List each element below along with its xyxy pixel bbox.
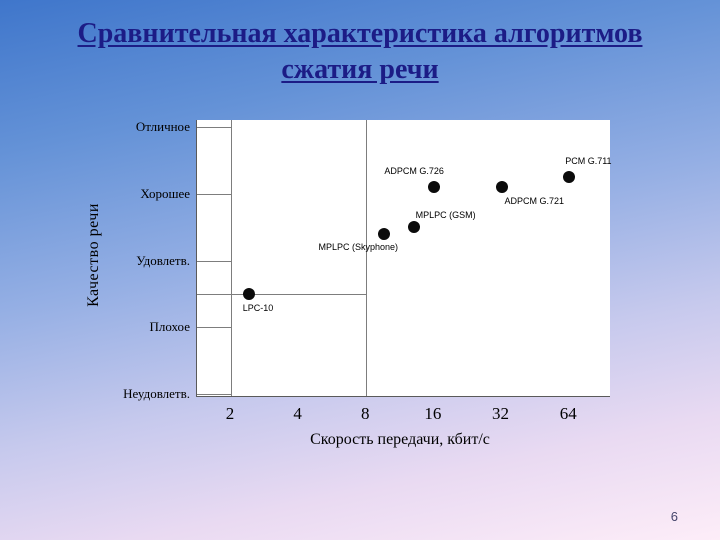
x-tick-label: 4	[293, 404, 302, 423]
h-gridline	[197, 327, 231, 329]
data-point	[378, 227, 391, 240]
x-tick-label: 2	[225, 404, 235, 423]
y-tick-label: Неудовлетв.	[123, 386, 190, 401]
v-gridline	[366, 120, 368, 396]
h-gridline	[197, 127, 231, 128]
data-point	[427, 181, 440, 194]
data-point	[242, 287, 255, 300]
v-gridline	[231, 120, 232, 396]
data-point	[407, 221, 420, 234]
data-point-label: MPLPC (Skyphone)	[318, 241, 399, 252]
y-tick-label: Плохое	[149, 319, 191, 335]
data-point	[495, 181, 508, 194]
x-tick-label: 32	[492, 404, 510, 423]
x-tick-label: 64	[559, 404, 577, 423]
data-point-label: PCM G.711	[565, 156, 612, 167]
page-number: 6	[670, 509, 678, 524]
slide-title-line2: сжатия речи	[281, 53, 439, 85]
h-gridline	[197, 193, 231, 195]
x-axis-title: Скорость передачи, кбит/с	[310, 431, 490, 448]
data-point-label: ADPCM G.726	[384, 166, 444, 177]
h-gridline	[197, 260, 231, 262]
slide-title: Сравнительная характеристика алгоритмов …	[0, 16, 720, 88]
data-point-label: LPC-10	[242, 302, 274, 313]
data-point	[563, 171, 576, 184]
y-tick-label: Хорошее	[140, 185, 190, 201]
slide-title-line1: Сравнительная характеристика алгоритмов	[77, 18, 643, 49]
data-point-label: ADPCM G.721	[504, 196, 565, 207]
h-gridline	[197, 293, 367, 295]
x-tick-label: 8	[361, 404, 370, 423]
y-tick-label: Удовлетв.	[136, 252, 190, 268]
plot-area: LPC-10 MPLPC (Skyphone) MPLPC (GSM) ADPCM G…	[196, 120, 612, 397]
y-tick-label: Отличное	[135, 119, 190, 134]
h-gridline	[197, 394, 231, 395]
x-tick-label: 16	[424, 404, 442, 423]
data-point-label: MPLPC (GSM)	[415, 210, 476, 221]
